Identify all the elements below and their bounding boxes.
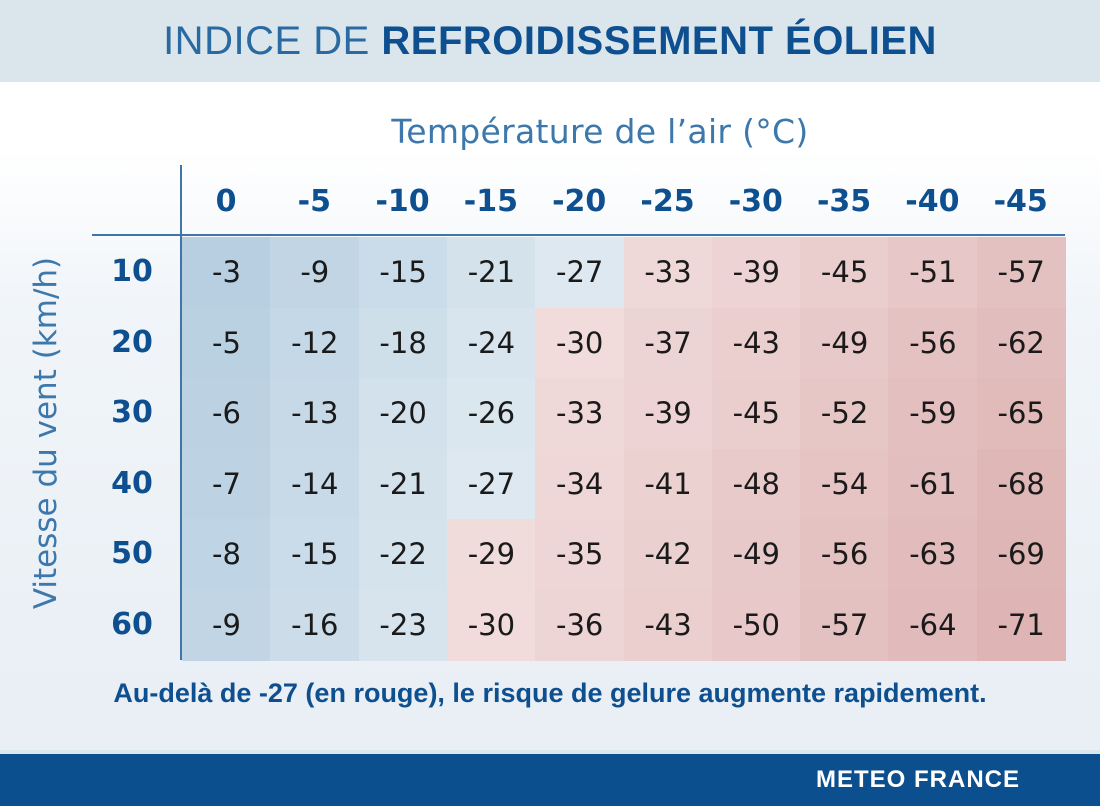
table-cell: -64 — [888, 589, 978, 661]
table-cell: -9 — [270, 237, 360, 308]
title-band — [0, 0, 1100, 82]
table-cell: -13 — [270, 378, 360, 449]
table-cell: -43 — [623, 589, 713, 661]
row-header-wind: 30 — [111, 395, 153, 430]
table-cell: -35 — [535, 519, 625, 590]
table-cell: -30 — [535, 307, 625, 379]
table-cell: -24 — [446, 307, 536, 379]
table-cell: -9 — [182, 589, 271, 661]
column-header-temp: -25 — [640, 184, 695, 219]
table-cell: -43 — [711, 307, 801, 379]
table-cell: -34 — [535, 448, 625, 520]
table-cell: -16 — [270, 589, 360, 661]
column-header-temp: -35 — [816, 184, 872, 219]
table-cell: -39 — [711, 237, 801, 308]
table-cell: -27 — [446, 448, 536, 520]
column-header-temp: 0 — [215, 184, 237, 219]
footer-band: METEO FRANCE — [0, 754, 1100, 806]
column-header-temp: -15 — [463, 184, 518, 219]
column-header-temp: -5 — [297, 184, 331, 219]
table-cell: -14 — [270, 448, 360, 520]
table-cell: -59 — [888, 378, 978, 449]
table-cell: -62 — [976, 307, 1066, 379]
table-cell: -54 — [800, 448, 890, 520]
table-cell: -71 — [976, 589, 1066, 661]
row-header-wind: 20 — [111, 324, 153, 360]
y-axis-label: Vitesse du vent (km/h) — [28, 256, 64, 610]
table-cell: -18 — [358, 307, 448, 379]
row-header-wind: 10 — [111, 254, 153, 289]
table-cell: -61 — [888, 448, 978, 520]
table-cell: -15 — [358, 237, 448, 308]
table-cell: -45 — [711, 378, 801, 449]
x-axis-label: Température de l’air (°C) — [391, 112, 809, 151]
table-cell: -26 — [446, 378, 536, 449]
table-cell: -63 — [888, 519, 978, 590]
table-cell: -48 — [711, 448, 801, 520]
table-cell: -23 — [358, 589, 448, 661]
page-title: INDICE DE REFROIDISSEMENT ÉOLIEN — [0, 18, 1100, 64]
table-cell: -41 — [623, 448, 713, 520]
table-cell: -52 — [800, 378, 890, 449]
table-cell: -65 — [976, 378, 1066, 449]
table-cell: -33 — [623, 237, 713, 308]
row-header-wind: 50 — [111, 536, 153, 571]
table-cell: -45 — [800, 237, 890, 308]
table-cell: -51 — [888, 237, 978, 308]
table-cell: -7 — [182, 448, 271, 520]
table-cell: -21 — [446, 237, 536, 308]
vertical-axis-line — [180, 165, 182, 660]
title-thin: INDICE DE — [163, 19, 382, 63]
table-cell: -12 — [270, 307, 360, 379]
row-header-wind: 60 — [111, 606, 153, 642]
title-bold: REFROIDISSEMENT ÉOLIEN — [381, 19, 937, 63]
table-cell: -49 — [800, 307, 890, 379]
table-cell: -57 — [800, 589, 890, 661]
table-cell: -20 — [358, 378, 448, 449]
table-cell: -57 — [976, 237, 1066, 308]
table-cell: -6 — [182, 378, 271, 449]
table-cell: -56 — [800, 519, 890, 590]
table-cell: -49 — [711, 519, 801, 590]
table-cell: -68 — [976, 448, 1066, 520]
column-header-temp: -20 — [552, 184, 607, 219]
row-header-wind: 40 — [111, 465, 153, 501]
table-cell: -29 — [446, 519, 536, 590]
table-cell: -8 — [182, 519, 271, 590]
table-cell: -21 — [358, 448, 448, 520]
footer-divider — [0, 750, 1100, 754]
table-cell: -27 — [535, 237, 625, 308]
column-header-temp: -40 — [905, 184, 960, 219]
table-cell: -39 — [623, 378, 713, 449]
table-cell: -5 — [182, 307, 271, 379]
table-cell: -33 — [535, 378, 625, 449]
table-cell: -36 — [535, 589, 625, 661]
table-cell: -37 — [623, 307, 713, 379]
column-header-temp: -30 — [728, 184, 783, 219]
table-cell: -3 — [182, 237, 271, 308]
table-cell: -50 — [711, 589, 801, 661]
table-cell: -22 — [358, 519, 448, 590]
table-cell: -30 — [446, 589, 536, 661]
table-cell: -69 — [976, 519, 1066, 590]
table-cell: -15 — [270, 519, 360, 590]
brand-logo-text: METEO FRANCE — [816, 766, 1020, 793]
column-header-temp: -45 — [993, 184, 1048, 219]
table-cell: -42 — [623, 519, 713, 590]
table-cell: -56 — [888, 307, 978, 379]
frostbite-note: Au-delà de -27 (en rouge), le risque de … — [113, 678, 987, 708]
horizontal-axis-line — [92, 234, 1065, 236]
column-header-temp: -10 — [375, 184, 430, 219]
